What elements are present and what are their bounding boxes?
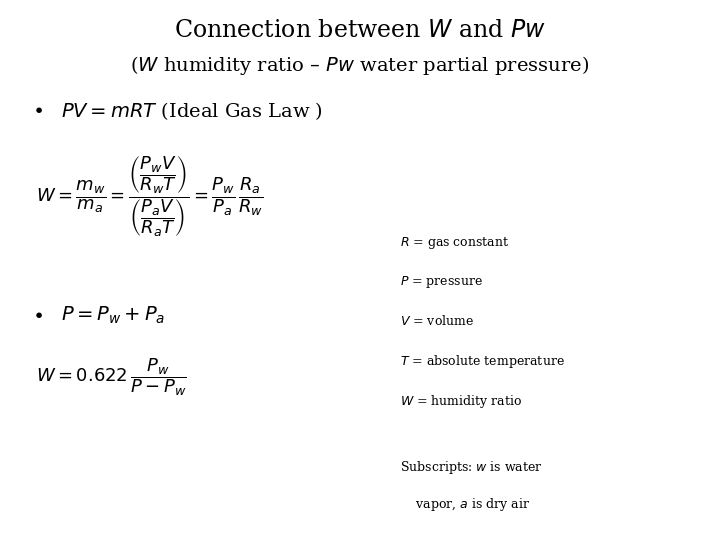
Text: Subscripts: $w$ is water: Subscripts: $w$ is water (400, 459, 542, 476)
Text: $T$ = absolute temperature: $T$ = absolute temperature (400, 353, 564, 370)
Text: $W$ = humidity ratio: $W$ = humidity ratio (400, 393, 522, 409)
Text: vapor, $a$ is dry air: vapor, $a$ is dry air (400, 496, 530, 512)
Text: $R$ = gas constant: $R$ = gas constant (400, 235, 509, 251)
Text: $\mathit{PV} = \mathit{mRT}$ (Ideal Gas Law ): $\mathit{PV} = \mathit{mRT}$ (Ideal Gas … (61, 100, 323, 122)
Text: $V$ = volume: $V$ = volume (400, 314, 474, 328)
Text: Connection between $\mathit{W}$ and $\mathit{Pw}$: Connection between $\mathit{W}$ and $\ma… (174, 19, 546, 42)
Text: $P$ = pressure: $P$ = pressure (400, 274, 482, 291)
Text: $\bullet$: $\bullet$ (32, 305, 43, 323)
Text: $W = 0.622\,\dfrac{P_w}{P - P_w}$: $W = 0.622\,\dfrac{P_w}{P - P_w}$ (36, 356, 187, 398)
Text: $\bullet$: $\bullet$ (32, 100, 43, 118)
Text: $W = \dfrac{m_w}{m_a} = \dfrac{\left(\dfrac{P_w V}{R_w T}\right)}{\left(\dfrac{P: $W = \dfrac{m_w}{m_a} = \dfrac{\left(\df… (36, 154, 264, 239)
Text: ($\mathit{W}$ humidity ratio – $\mathit{Pw}$ water partial pressure): ($\mathit{W}$ humidity ratio – $\mathit{… (130, 54, 590, 77)
Text: $P = P_w + P_a$: $P = P_w + P_a$ (61, 305, 166, 326)
